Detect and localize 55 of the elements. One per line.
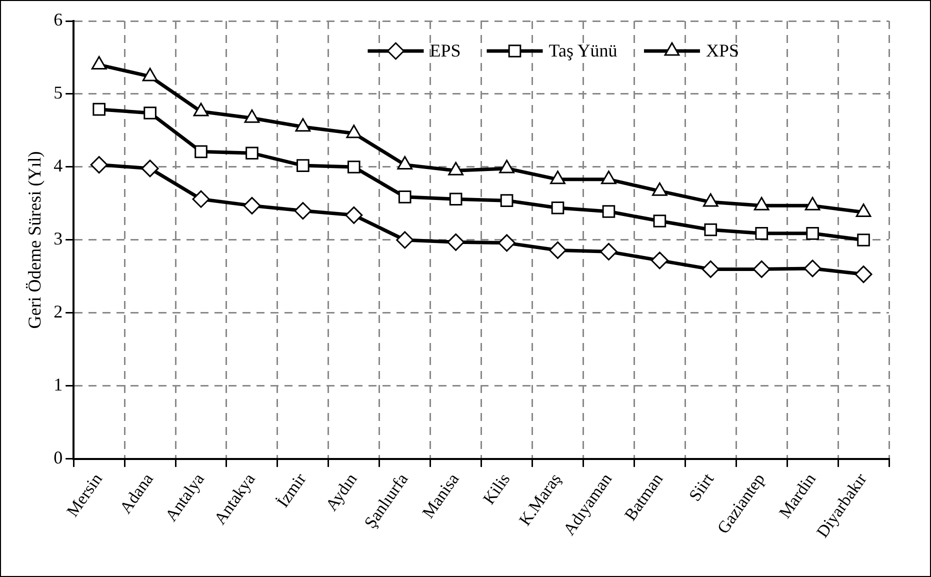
y-tick-label: 0 xyxy=(54,448,63,468)
point xyxy=(551,201,564,214)
point xyxy=(550,170,566,184)
legend-label: XPS xyxy=(706,40,740,61)
point xyxy=(91,56,107,70)
y-tick-label: 5 xyxy=(54,82,63,103)
point xyxy=(449,192,462,206)
point xyxy=(398,190,412,204)
point xyxy=(346,124,362,138)
point xyxy=(243,196,261,214)
x-tick-label: Siirt xyxy=(685,470,718,505)
point xyxy=(193,102,209,116)
point xyxy=(806,227,819,240)
point xyxy=(704,223,718,236)
point xyxy=(602,205,616,218)
point xyxy=(804,260,822,278)
point xyxy=(702,260,720,278)
point xyxy=(347,160,360,174)
point xyxy=(447,233,465,251)
y-tick-label: 4 xyxy=(54,156,63,176)
point xyxy=(345,206,363,224)
point xyxy=(448,162,464,176)
point xyxy=(244,109,260,123)
point xyxy=(755,227,768,240)
legend-label: Taş Yünü xyxy=(548,40,618,61)
point xyxy=(857,234,870,246)
point xyxy=(498,234,516,252)
legend-label: EPS xyxy=(430,40,461,61)
point xyxy=(397,156,413,170)
y-tick-label: 6 xyxy=(54,10,63,30)
point xyxy=(296,159,310,172)
point xyxy=(246,146,258,160)
y-tick-label: 1 xyxy=(54,374,63,395)
point xyxy=(295,118,311,132)
point xyxy=(144,106,156,120)
point xyxy=(650,252,668,270)
point xyxy=(499,160,514,174)
point xyxy=(192,190,210,208)
point xyxy=(90,156,108,174)
y-axis-title: Geri Ödeme Süresi (Yıl) xyxy=(24,151,45,329)
point xyxy=(396,231,414,249)
y-tick-label: 2 xyxy=(54,302,63,322)
point xyxy=(194,145,208,158)
point xyxy=(601,170,616,184)
point xyxy=(600,242,618,260)
point xyxy=(500,194,514,207)
point xyxy=(142,68,158,82)
point xyxy=(92,102,106,116)
point xyxy=(294,202,312,220)
point xyxy=(141,160,159,178)
point xyxy=(854,266,872,284)
y-tick-label: 3 xyxy=(54,228,63,249)
point xyxy=(752,260,770,278)
point xyxy=(548,241,566,259)
point xyxy=(653,214,666,228)
